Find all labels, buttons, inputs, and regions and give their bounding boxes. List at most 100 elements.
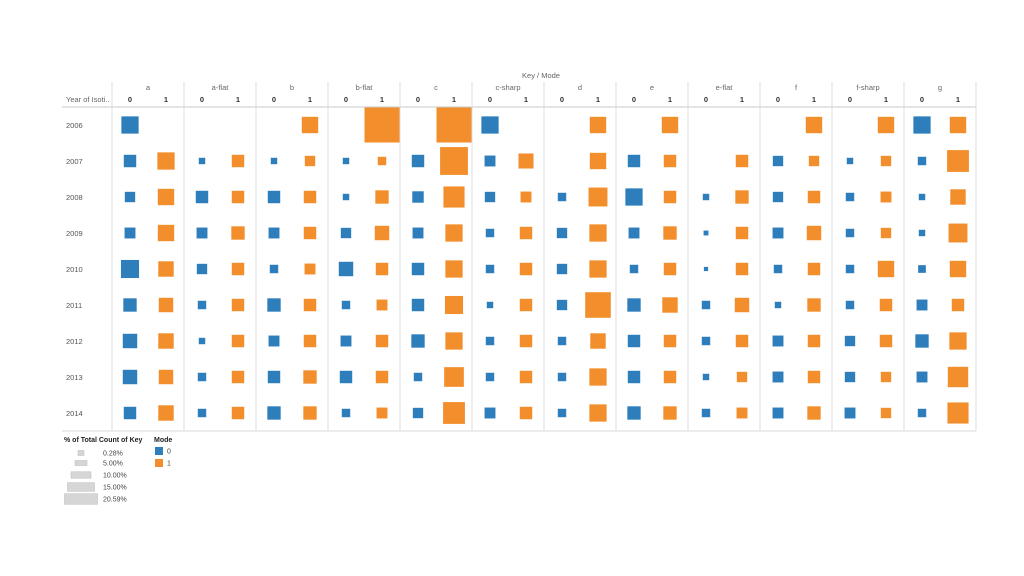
data-square-e-flat-mode1 [736, 407, 748, 419]
data-square-g-mode0 [918, 193, 926, 201]
data-square-e-flat-mode1 [735, 190, 749, 204]
data-square-b-flat-mode0 [341, 408, 351, 418]
data-square-a-flat-mode0 [196, 263, 208, 275]
data-square-d-mode1 [589, 152, 607, 170]
data-square-c-sharp-mode0 [485, 372, 495, 382]
data-square-b-flat-mode1 [376, 299, 388, 311]
data-square-c-sharp-mode1 [519, 298, 533, 312]
mode-header: 0 [560, 95, 564, 104]
data-square-f-sharp-mode0 [844, 335, 856, 347]
data-square-c-mode0 [413, 372, 423, 382]
data-square-d-mode1 [589, 404, 607, 422]
data-square-d-mode1 [589, 368, 607, 386]
data-square-a-mode1 [158, 333, 174, 349]
data-square-a-flat-mode0 [196, 227, 208, 239]
data-square-b-flat-mode1 [377, 156, 387, 166]
data-square-b-flat-mode1 [375, 262, 389, 276]
data-square-f-sharp-mode1 [877, 260, 895, 278]
data-square-e-flat-mode1 [736, 371, 748, 383]
data-square-c-sharp-mode0 [485, 264, 495, 274]
data-square-d-mode0 [557, 192, 567, 202]
size-legend-title: % of Total Count of Key [64, 437, 143, 444]
data-square-f-mode1 [807, 370, 821, 384]
mode-header: 0 [344, 95, 348, 104]
data-square-c-mode0 [411, 154, 425, 168]
data-square-c-sharp-mode0 [486, 301, 494, 309]
data-square-e-mode1 [662, 297, 678, 313]
data-square-b-mode0 [267, 370, 281, 384]
size-legend-label: 10.00% [103, 473, 127, 480]
data-square-a-flat-mode1 [231, 226, 245, 240]
data-square-e-mode0 [629, 264, 639, 274]
data-square-f-sharp-mode1 [877, 116, 895, 134]
key-header: d [578, 83, 582, 92]
year-label: 2010 [66, 265, 83, 274]
data-square-d-mode0 [556, 263, 568, 275]
key-header: e-flat [716, 83, 734, 92]
data-square-b-mode1 [304, 155, 316, 167]
data-square-c-sharp-mode1 [519, 334, 533, 348]
data-square-a-mode0 [124, 227, 136, 239]
data-square-c-mode0 [411, 298, 425, 312]
size-legend-label: 5.00% [103, 461, 123, 468]
data-square-f-sharp-mode1 [879, 334, 893, 348]
data-square-e-mode0 [625, 188, 643, 206]
data-square-e-mode0 [627, 154, 641, 168]
data-square-e-mode0 [627, 406, 641, 420]
data-square-d-mode1 [590, 333, 606, 349]
size-legend-swatch [67, 482, 95, 492]
data-square-a-flat-mode1 [231, 190, 245, 204]
data-square-b-flat-mode1 [375, 334, 389, 348]
data-square-f-mode0 [772, 407, 784, 419]
data-square-e-flat-mode1 [735, 226, 749, 240]
data-square-e-mode1 [663, 406, 677, 420]
data-square-a-mode0 [123, 298, 137, 312]
data-square-b-mode1 [303, 406, 317, 420]
data-square-a-mode0 [122, 369, 138, 385]
data-square-a-flat-mode1 [231, 406, 245, 420]
data-square-c-mode1 [443, 402, 465, 424]
data-square-a-flat-mode0 [197, 372, 207, 382]
data-square-b-mode1 [301, 116, 319, 134]
data-square-d-mode1 [589, 260, 607, 278]
data-square-a-mode1 [157, 152, 175, 170]
mode-header: 1 [956, 95, 960, 104]
data-square-a-mode1 [157, 224, 175, 242]
data-square-b-mode0 [267, 190, 281, 204]
data-square-f-sharp-mode1 [880, 371, 892, 383]
data-square-c-mode0 [412, 191, 424, 203]
data-square-c-sharp-mode0 [485, 228, 495, 238]
data-square-c-mode1 [443, 186, 465, 208]
data-square-a-mode1 [157, 188, 175, 206]
data-square-f-sharp-mode0 [845, 228, 855, 238]
size-legend-swatch [74, 460, 88, 466]
year-label: 2006 [66, 121, 83, 130]
data-square-e-mode0 [627, 298, 641, 312]
data-square-c-sharp-mode0 [484, 191, 496, 203]
data-square-a-flat-mode1 [231, 154, 245, 168]
key-header: c [434, 83, 438, 92]
data-square-d-mode1 [589, 224, 607, 242]
data-square-c-mode1 [444, 295, 464, 315]
data-square-c-mode1 [436, 107, 472, 143]
data-square-f-mode1 [807, 298, 821, 312]
data-square-e-flat-mode0 [701, 336, 711, 346]
data-square-e-flat-mode0 [703, 266, 709, 272]
data-square-d-mode1 [585, 292, 611, 318]
data-square-a-mode0 [123, 154, 137, 168]
data-square-a-mode0 [124, 191, 136, 203]
size-legend-swatch [77, 450, 85, 456]
data-square-f-mode1 [806, 225, 822, 241]
data-square-c-mode0 [412, 407, 424, 419]
data-square-c-sharp-mode1 [518, 153, 534, 169]
data-square-f-sharp-mode0 [845, 192, 855, 202]
chart-marks [120, 107, 969, 424]
data-square-c-sharp-mode0 [484, 407, 496, 419]
size-legend-swatch [70, 471, 92, 479]
data-square-d-mode0 [557, 372, 567, 382]
data-square-g-mode0 [916, 299, 928, 311]
data-square-c-mode0 [411, 262, 425, 276]
data-square-e-mode0 [627, 370, 641, 384]
mode-header: 0 [200, 95, 204, 104]
